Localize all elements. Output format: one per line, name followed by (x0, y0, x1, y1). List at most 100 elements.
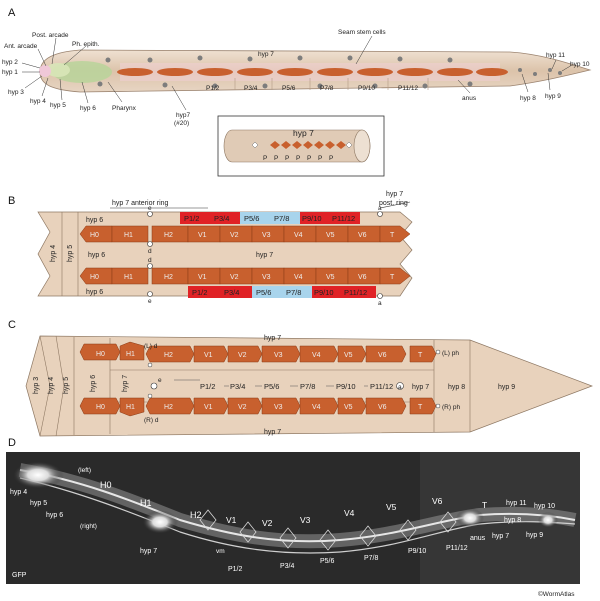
d-anus: anus (470, 535, 486, 542)
label-hyp6: hyp 6 (80, 105, 96, 112)
b-seam-bot-V6: V6 (358, 274, 367, 281)
b-seam-bottom (79, 267, 411, 285)
arcade-shape (39, 65, 51, 77)
inset-p-7: P (329, 155, 333, 162)
b-seam-top-V1: V1 (198, 232, 207, 239)
c-lph: (L) ph (442, 350, 459, 357)
c-p-3: P5/6 (264, 382, 279, 391)
b-seam-top-H2: H2 (164, 232, 173, 239)
c-seam-bot-H1: H1 (126, 404, 135, 411)
d-H1: H1 (140, 498, 152, 508)
b-p-top-3: P5/6 (244, 214, 259, 223)
d-V1: V1 (226, 515, 237, 525)
c-p-6: P11/12 (370, 382, 393, 391)
b-hyp6-mid: hyp 6 (88, 252, 105, 259)
gfp-labels: (left) (right) hyp 4 hyp 5 hyp 6 H0 H1 H… (10, 467, 555, 579)
d-hyp7-left: hyp 7 (140, 548, 157, 555)
c-seam-bot-V1: V1 (204, 404, 213, 411)
c-seam-labels-bottom: H0 H1 H2 V1 V2 V3 V4 V5 V6 T (96, 404, 423, 411)
b-p-top-5: P9/10 (302, 214, 322, 223)
leaders-a (21, 35, 573, 111)
d-p4: P7/8 (364, 555, 379, 562)
panel-b-letter: B (8, 195, 15, 207)
c-rd: (R) d (144, 417, 159, 424)
b-p-bot-4: P7/8 (286, 288, 301, 297)
c-seam-bot-H2: H2 (164, 404, 173, 411)
b-d-bottom: d (148, 257, 152, 264)
c-seam-top-H2: H2 (164, 352, 173, 359)
panel-d-letter: D (8, 437, 16, 449)
b-seam-top-V4: V4 (294, 232, 303, 239)
p-cell-label-a-4: P7/8 (320, 85, 334, 92)
p-cell-label-a-3: P5/6 (282, 85, 296, 92)
b-seam-top-V3: V3 (262, 232, 271, 239)
panel-a-letter: A (8, 7, 16, 19)
d-left: (left) (78, 467, 91, 474)
label-hyp2: hyp 2 (2, 59, 18, 66)
inset-p-4: P (296, 155, 300, 162)
inset-p-1: P (263, 155, 267, 162)
d-V3: V3 (300, 515, 311, 525)
credit: ©WormAtlas (538, 590, 575, 598)
d-hyp5: hyp 5 (30, 500, 47, 507)
label-anus: anus (462, 95, 477, 102)
c-seam-top-H0: H0 (96, 351, 105, 358)
c-e: e (158, 377, 162, 384)
p-cell-label-a-6: P11/12 (398, 85, 419, 92)
d-V4: V4 (344, 508, 355, 518)
c-seam-labels-top: H0 H1 H2 V1 V2 V3 V4 V5 V6 T (96, 351, 423, 359)
c-hyp6: hyp 6 (90, 375, 97, 392)
b-hyp5: hyp 5 (67, 245, 74, 262)
c-p-4: P7/8 (300, 382, 315, 391)
c-seam-bot-V4: V4 (312, 404, 321, 411)
d-p1: P1/2 (228, 566, 243, 573)
d-hyp11: hyp 11 (506, 500, 527, 507)
d-hyp10: hyp 10 (534, 503, 555, 510)
b-e-top: e (148, 205, 152, 212)
b-seam-bot-H1: H1 (124, 274, 133, 281)
inset-p-3: P (285, 155, 289, 162)
ph-epith-shape (46, 63, 70, 77)
d-p2: P3/4 (280, 563, 295, 570)
label-hyp5: hyp 5 (50, 102, 66, 109)
c-hyp7-top: hyp 7 (264, 335, 281, 342)
b-seam-top-V6: V6 (358, 232, 367, 239)
b-e-bottom: e (148, 298, 152, 305)
label-ant-arcade: Ant. arcade (4, 43, 38, 50)
b-seam-bot-T: T (390, 274, 395, 281)
inset-p-2: P (274, 155, 278, 162)
c-hyp7-right: hyp 7 (412, 384, 429, 391)
d-V6: V6 (432, 496, 443, 506)
d-T: T (482, 500, 487, 510)
b-seam-bot-V1: V1 (198, 274, 207, 281)
c-seam-top-V6: V6 (378, 352, 387, 359)
c-seam-top-V4: V4 (312, 352, 321, 359)
b-p-bot-5: P9/10 (314, 288, 334, 297)
b-a-bottom: a (378, 300, 382, 307)
b-seam-bot-H0: H0 (90, 274, 99, 281)
label-post-arcade: Post. arcade (32, 32, 69, 39)
b-seam-top-H1: H1 (124, 232, 133, 239)
b-seam-top (79, 225, 411, 243)
b-p-top-1: P1/2 (184, 214, 199, 223)
d-H2: H2 (190, 510, 202, 520)
p-cell-label-a-5: P9/10 (358, 85, 375, 92)
c-hyp7-bottom: hyp 7 (264, 429, 281, 436)
p-cell-label-a-1: P1/2 (206, 85, 220, 92)
d-hyp9: hyp 9 (526, 532, 543, 539)
c-hyp9: hyp 9 (498, 384, 515, 391)
c-seam-bottom (79, 397, 437, 417)
d-p6: P11/12 (446, 545, 468, 552)
c-hyp3: hyp 3 (33, 377, 40, 394)
d-p5: P9/10 (408, 548, 426, 555)
b-a-top: a (378, 205, 382, 212)
d-right: (right) (80, 523, 97, 530)
d-H0: H0 (100, 480, 112, 490)
label-ph-epith: Ph. epith. (72, 41, 100, 48)
d-gfp: GFP (12, 572, 27, 579)
c-seam-bot-V5: V5 (344, 404, 353, 411)
b-hyp4: hyp 4 (50, 245, 57, 262)
c-seam-top-V2: V2 (238, 352, 247, 359)
b-p-top-6: P11/12 (332, 214, 355, 223)
